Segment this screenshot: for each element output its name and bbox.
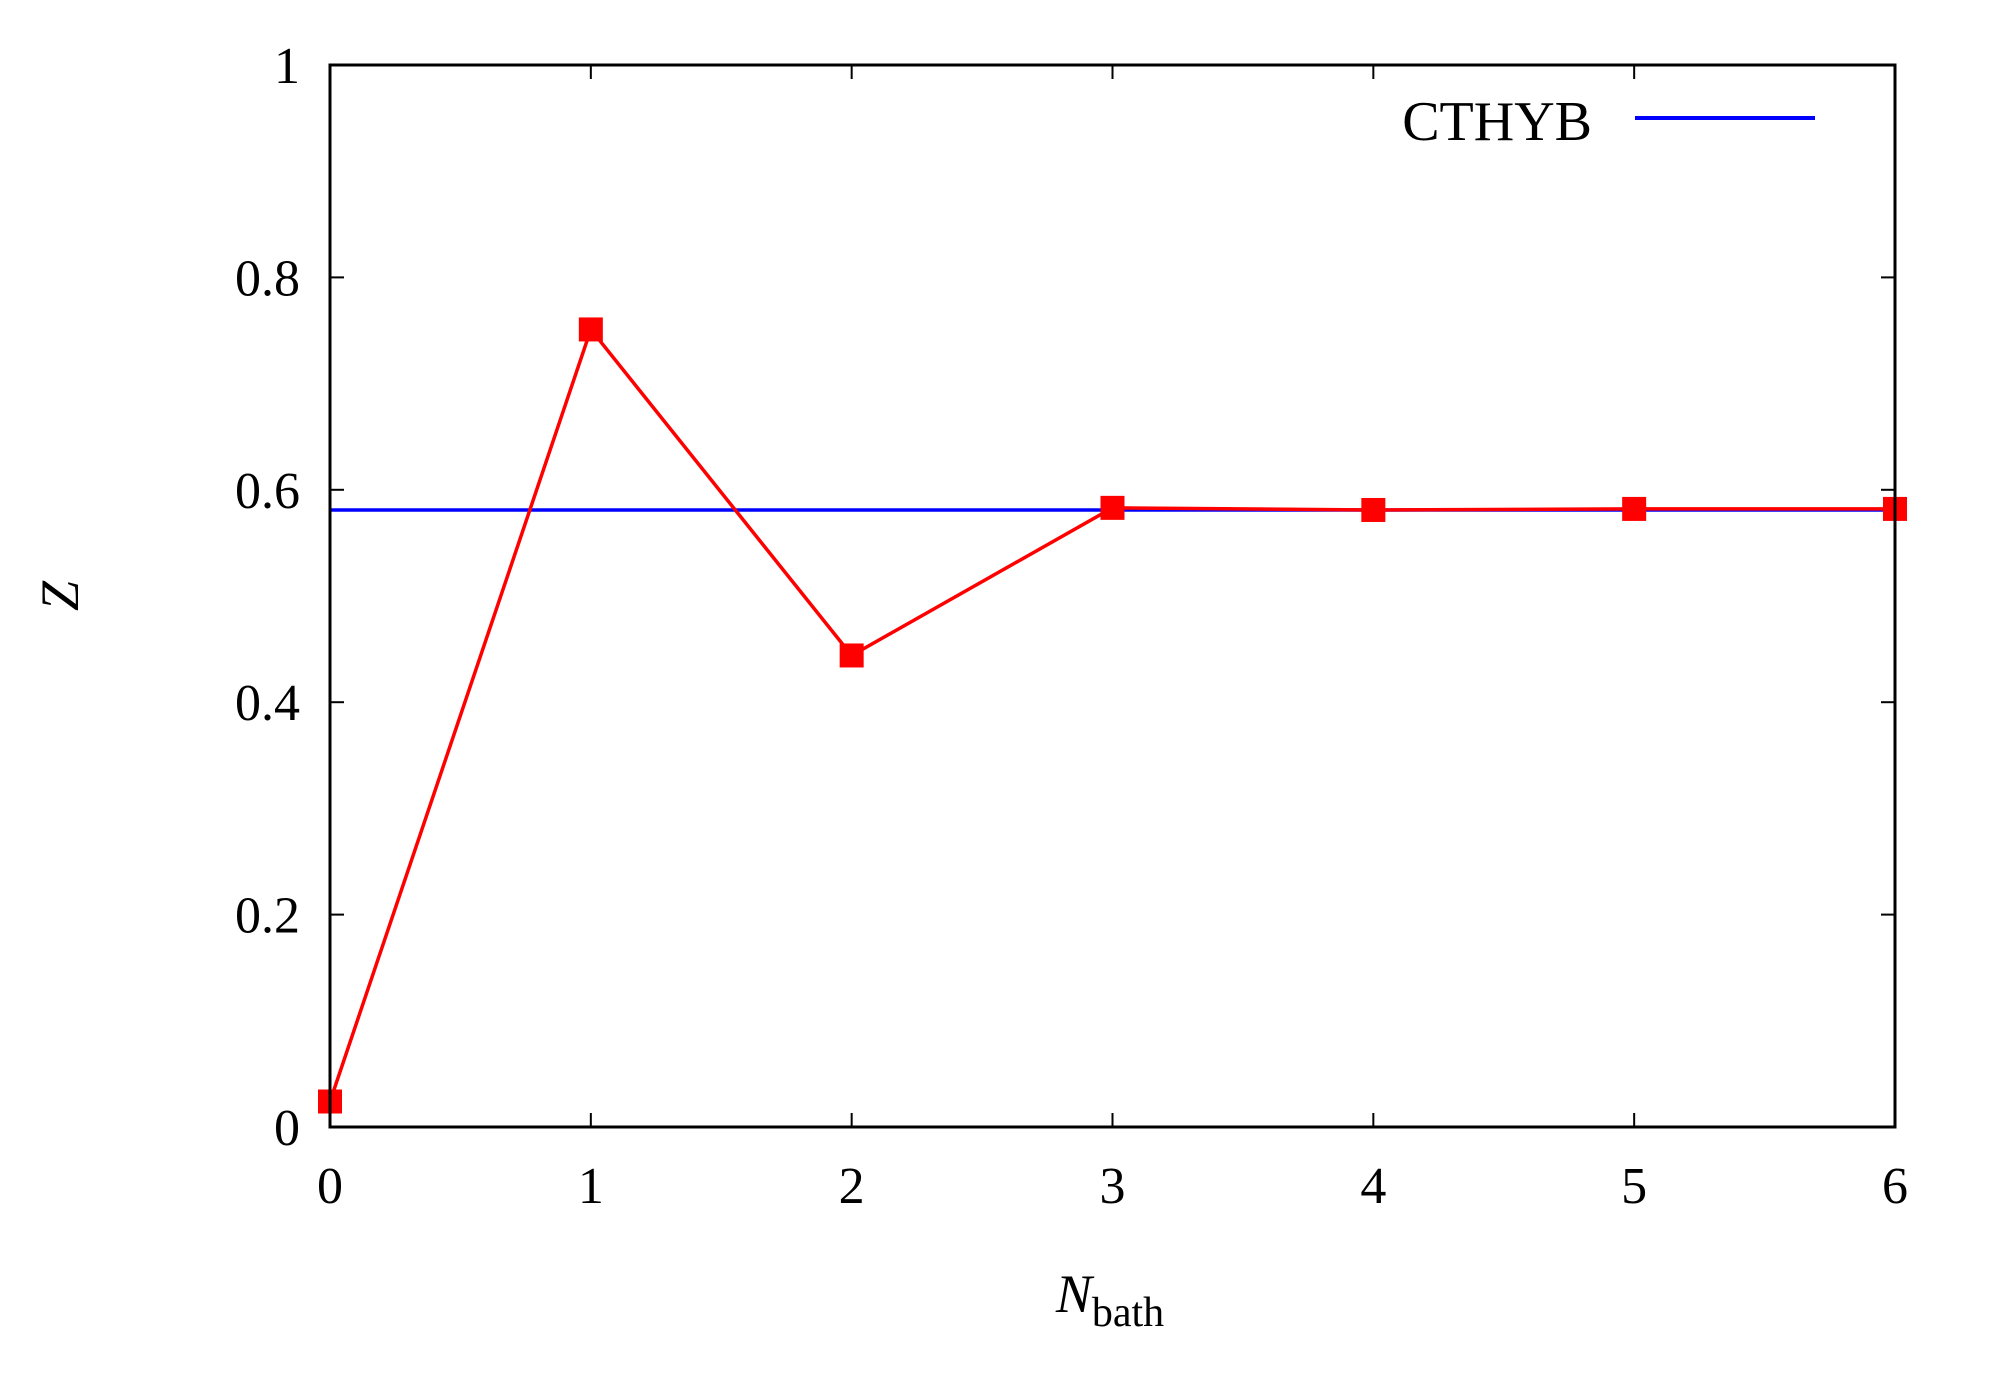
y-tick-label: 0 — [274, 1100, 300, 1157]
data-point-marker — [1100, 495, 1125, 520]
series-layer — [318, 317, 1907, 1114]
x-tick-label: 1 — [578, 1158, 604, 1215]
data-point-marker — [839, 643, 864, 668]
y-tick-label: 0.6 — [235, 463, 300, 520]
x-tick-label: 4 — [1360, 1158, 1386, 1215]
x-axis-label-subscript: bath — [1092, 1290, 1164, 1336]
data-point-marker — [1622, 496, 1647, 521]
x-tick-label: 2 — [839, 1158, 865, 1215]
x-tick-label: 5 — [1621, 1158, 1647, 1215]
series-line-red — [328, 325, 1895, 1103]
x-tick-label: 0 — [317, 1158, 343, 1215]
data-point-marker — [1361, 497, 1386, 522]
y-tick-label: 0.4 — [235, 675, 300, 732]
x-tick-labels: 0 1 2 3 4 5 6 — [317, 1158, 1908, 1215]
x-tick-label: 3 — [1100, 1158, 1126, 1215]
y-tick-label: 0.2 — [235, 888, 300, 945]
axis-ticks — [330, 65, 1895, 1127]
data-point-marker — [578, 317, 603, 342]
x-axis-label: Nbath — [1055, 1264, 1164, 1336]
plot-frame — [328, 63, 1897, 1129]
y-tick-label: 1 — [274, 38, 300, 95]
y-tick-label: 0.8 — [235, 250, 300, 307]
y-axis-label: Z — [30, 580, 90, 611]
x-tick-label: 6 — [1882, 1158, 1908, 1215]
y-tick-labels: 0 0.2 0.4 0.6 0.8 1 — [235, 38, 300, 1157]
x-axis-label-main: N — [1055, 1264, 1095, 1324]
legend-label-cthyb: CTHYB — [1402, 91, 1592, 153]
legend: CTHYB — [1402, 91, 1815, 153]
